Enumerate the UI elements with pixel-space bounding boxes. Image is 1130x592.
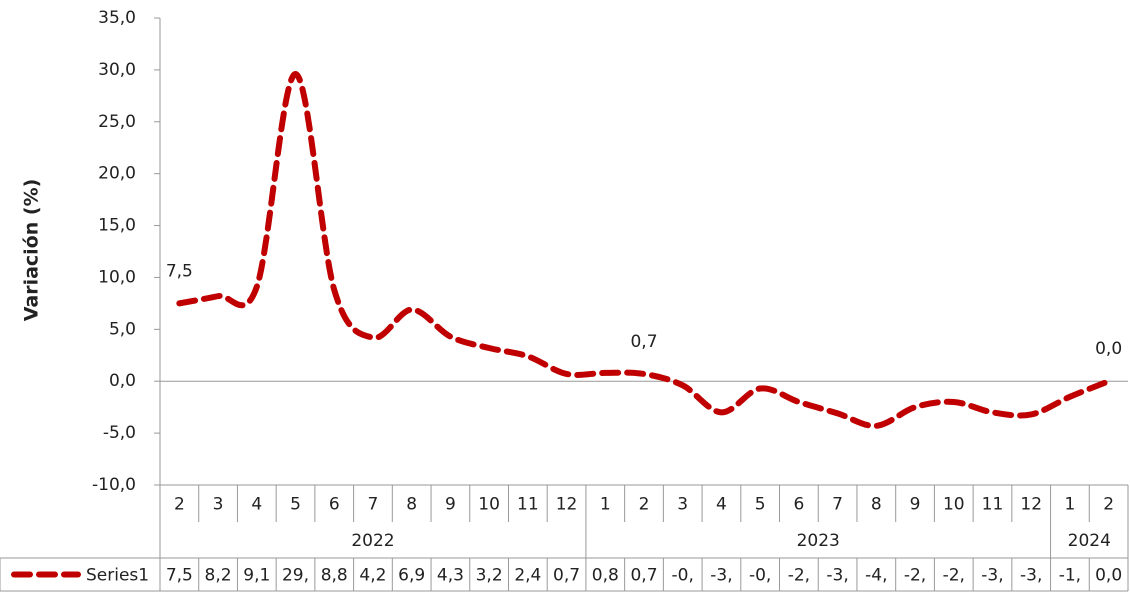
x-tick-label: 7: [368, 495, 379, 515]
table-value: -3,: [826, 566, 848, 586]
x-tick-label: 10: [943, 495, 965, 515]
x-tick-label: 4: [251, 495, 262, 515]
group-label: 2024: [1068, 531, 1111, 551]
table-value: 29,: [282, 566, 309, 586]
data-label: 0,0: [1095, 339, 1122, 359]
table-value: 6,9: [398, 566, 425, 586]
y-tick-label: -5,0: [103, 423, 136, 443]
table-value: -0,: [749, 566, 771, 586]
y-tick-label: -10,0: [92, 475, 136, 495]
x-tick-label: 7: [832, 495, 843, 515]
x-tick-label: 11: [517, 495, 539, 515]
table-value: 0,7: [553, 566, 580, 586]
table-value: -2,: [788, 566, 810, 586]
data-label: 7,5: [166, 261, 193, 281]
series-line: [176, 71, 1112, 429]
x-tick-label: 2: [174, 495, 185, 515]
x-tick-label: 5: [290, 495, 301, 515]
table-value: 0,0: [1095, 566, 1122, 586]
table-value: 0,8: [592, 566, 619, 586]
table-value: -3,: [710, 566, 732, 586]
x-tick-label: 12: [1020, 495, 1042, 515]
table-value: 0,7: [630, 566, 657, 586]
x-tick-label: 4: [716, 495, 727, 515]
y-tick-label: 25,0: [98, 112, 136, 132]
x-tick-label: 3: [677, 495, 688, 515]
table-value: -4,: [865, 566, 887, 586]
table-value: 7,5: [166, 566, 193, 586]
x-tick-label: 6: [793, 495, 804, 515]
table-value: 2,4: [514, 566, 541, 586]
x-tick-label: 8: [871, 495, 882, 515]
x-tick-label: 2: [639, 495, 650, 515]
table-value: -3,: [1020, 566, 1042, 586]
x-tick-label: 6: [329, 495, 340, 515]
x-tick-label: 2: [1103, 495, 1114, 515]
y-tick-label: 5,0: [109, 319, 136, 339]
table-value: 3,2: [476, 566, 503, 586]
x-tick-label: 10: [478, 495, 500, 515]
y-tick-label: 0,0: [109, 371, 136, 391]
y-axis-label: Variación (%): [21, 179, 43, 322]
y-tick-label: 15,0: [98, 216, 136, 236]
x-tick-label: 9: [910, 495, 921, 515]
table-value: 8,2: [205, 566, 232, 586]
x-tick-label: 5: [755, 495, 766, 515]
table-value: -1,: [1059, 566, 1081, 586]
table-value: -0,: [672, 566, 694, 586]
y-tick-label: 30,0: [98, 60, 136, 80]
x-tick-label: 9: [445, 495, 456, 515]
x-tick-label: 1: [1065, 495, 1076, 515]
table-value: -3,: [981, 566, 1003, 586]
table-value: -2,: [904, 566, 926, 586]
table-value: 4,3: [437, 566, 464, 586]
y-tick-label: 10,0: [98, 267, 136, 287]
x-tick-label: 3: [213, 495, 224, 515]
table-value: 9,1: [243, 566, 270, 586]
table-value: 8,8: [321, 566, 348, 586]
x-tick-label: 8: [406, 495, 417, 515]
legend-label: Series1: [86, 566, 149, 586]
group-label: 2023: [797, 531, 840, 551]
y-tick-label: 35,0: [98, 8, 136, 28]
table-value: 4,2: [359, 566, 386, 586]
x-tick-label: 11: [982, 495, 1004, 515]
x-tick-label: 1: [600, 495, 611, 515]
data-label: 0,7: [630, 332, 657, 352]
table-value: -2,: [943, 566, 965, 586]
y-tick-label: 20,0: [98, 164, 136, 184]
x-tick-label: 12: [556, 495, 578, 515]
group-label: 2022: [351, 531, 394, 551]
